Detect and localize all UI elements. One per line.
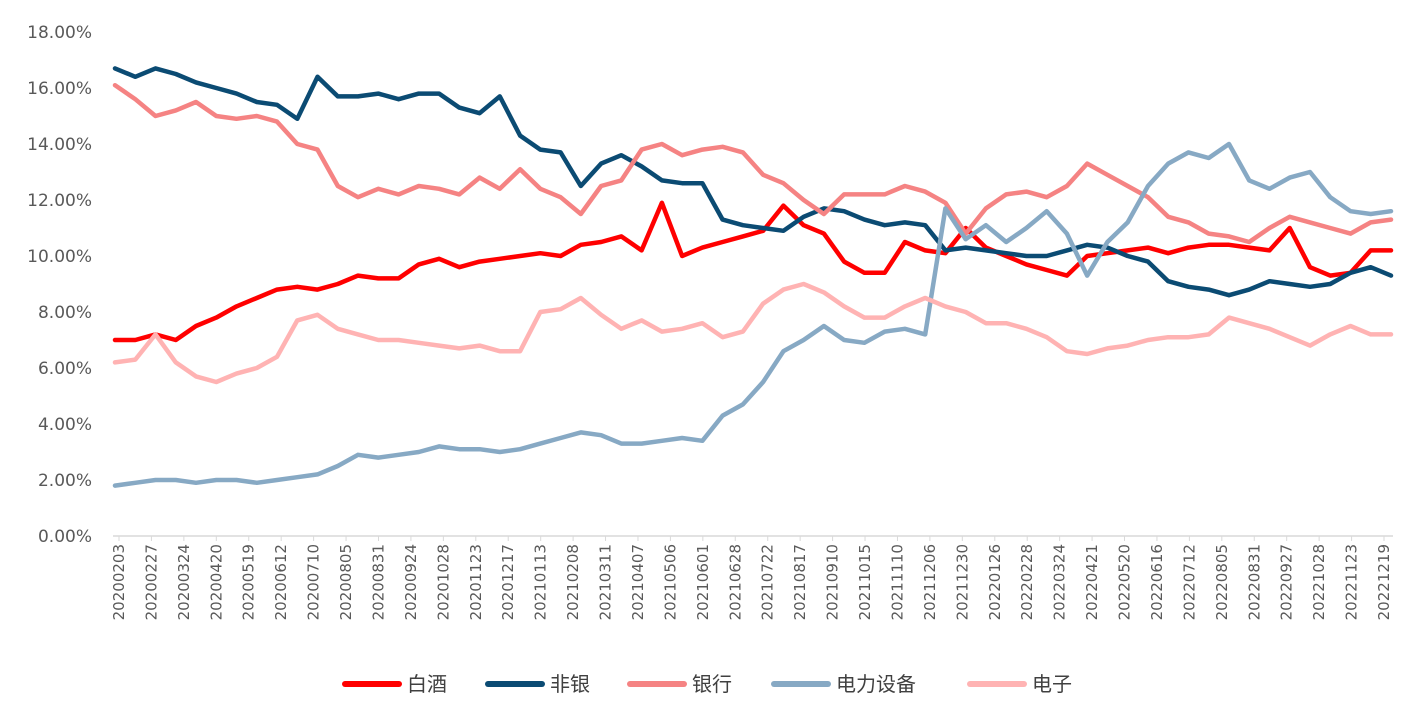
x-tick-label: 20220831 [1245, 544, 1263, 620]
y-tick-label: 12.00% [27, 191, 92, 211]
x-tick-label: 20210601 [694, 544, 712, 620]
x-tick-label: 20200519 [240, 544, 258, 620]
x-tick-label: 20211206 [921, 544, 939, 620]
y-tick-label: 0.00% [38, 527, 92, 547]
x-tick-label: 20211110 [888, 544, 906, 620]
legend-label-0: 白酒 [407, 672, 447, 696]
x-tick-label: 20200710 [305, 544, 323, 620]
legend-label-4: 电子 [1032, 672, 1072, 696]
x-tick-label: 20220927 [1278, 544, 1296, 620]
x-tick-label: 20220520 [1116, 544, 1134, 620]
series-line-1 [112, 66, 1394, 298]
x-tick-label: 20200420 [207, 544, 225, 620]
x-tick-label: 20220126 [986, 544, 1004, 620]
x-tick-label: 20220712 [1180, 544, 1198, 620]
x-tick-label: 20210208 [564, 544, 582, 620]
x-tick-label: 20210817 [791, 544, 809, 620]
series-line-4 [112, 281, 1394, 385]
x-tick-label: 20200924 [402, 544, 420, 620]
y-tick-label: 14.00% [27, 135, 92, 155]
x-tick-label: 20221219 [1375, 544, 1393, 620]
x-tick-label: 20220324 [1051, 544, 1069, 620]
y-tick-label: 18.00% [27, 23, 92, 43]
series-line-2 [112, 82, 1394, 245]
x-tick-label: 20200227 [142, 544, 160, 620]
y-tick-label: 8.00% [38, 303, 92, 323]
y-axis-labels: 0.00% 2.00% 4.00% 6.00% 8.00% 10.00% 12.00% 14.… [27, 23, 92, 547]
x-tick-label: 20220421 [1083, 544, 1101, 620]
series-lines [112, 66, 1394, 488]
x-tick-label: 20220805 [1213, 544, 1231, 620]
x-tick-label: 20210113 [532, 544, 550, 620]
x-tick-label: 20211015 [856, 544, 874, 620]
x-tick-label: 20200324 [175, 544, 193, 620]
y-tick-label: 4.00% [38, 415, 92, 435]
x-tick-label: 20200612 [272, 544, 290, 620]
x-tick-label: 20220616 [1148, 544, 1166, 620]
series-line-0 [112, 200, 1394, 343]
x-tick-label: 20200203 [110, 544, 128, 620]
x-tick-label: 20201217 [499, 544, 517, 620]
x-tick-label: 20210407 [629, 544, 647, 620]
x-tick-label: 20200805 [337, 544, 355, 620]
y-tick-label: 2.00% [38, 471, 92, 491]
x-tick-label: 20221028 [1310, 544, 1328, 620]
legend-label-3: 电力设备 [836, 672, 916, 696]
y-tick-label: 16.00% [27, 79, 92, 99]
x-tick-label: 20220228 [1018, 544, 1036, 620]
x-tick-label: 20201028 [434, 544, 452, 620]
y-tick-label: 6.00% [38, 359, 92, 379]
y-tick-label: 10.00% [27, 247, 92, 267]
legend-label-1: 非银 [550, 672, 590, 696]
series-line-3 [112, 141, 1394, 488]
x-tick-label: 20210311 [597, 544, 615, 620]
legend-label-2: 银行 [692, 672, 732, 696]
x-tick-label: 20211230 [953, 544, 971, 620]
legend: 白酒 非银 银行 电力设备 电子 [342, 672, 1072, 696]
x-tick-label: 20210722 [759, 544, 777, 620]
x-tick-label: 20210628 [726, 544, 744, 620]
x-axis-ticks: 20200203 20200227 20200324 20200420 20200519… [110, 536, 1393, 620]
x-tick-label: 20200831 [369, 544, 387, 620]
x-tick-label: 20201123 [467, 544, 485, 620]
x-tick-label: 20221123 [1343, 544, 1361, 620]
x-tick-label: 20210506 [661, 544, 679, 620]
x-tick-label: 20210910 [824, 544, 842, 620]
